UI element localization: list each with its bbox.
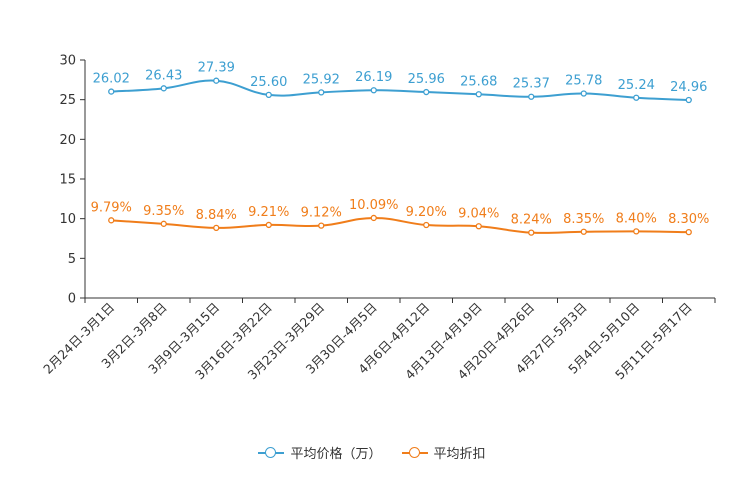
data-point [318,222,325,229]
data-point [528,229,535,236]
y-tick-label: 25 [59,93,76,108]
legend-label-price: 平均价格（万） [290,447,382,462]
data-point [108,217,115,224]
legend-line-circle-icon [401,446,428,460]
y-tick-label: 5 [68,252,76,267]
data-label: 25.78 [565,73,602,88]
data-point [160,85,167,92]
data-label: 10.09% [349,198,399,213]
data-label: 25.68 [460,74,497,89]
data-label: 25.96 [408,72,445,87]
data-point [265,91,272,99]
data-label: 8.24% [511,213,552,228]
data-point [370,87,377,94]
data-label: 24.96 [670,80,707,95]
legend-label-discount: 平均折扣 [433,447,486,462]
data-point [423,221,430,229]
legend-item-price[interactable]: 平均价格（万） [258,443,382,462]
data-label: 26.43 [145,68,182,83]
y-tick-label: 20 [59,133,76,148]
data-point [580,90,587,97]
series-line-0 [111,79,689,101]
data-point [475,223,482,230]
legend: 平均价格（万） 平均折扣 [0,443,744,462]
legend-line-circle-icon [258,446,285,460]
data-label: 9.12% [301,206,342,221]
data-point [213,77,220,84]
data-point [160,220,167,227]
data-point [685,229,692,236]
data-label: 9.35% [143,204,184,219]
y-tick-label: 0 [68,292,76,307]
data-label: 9.79% [91,200,132,215]
data-point [633,94,640,101]
data-point [475,91,482,98]
data-label: 25.37 [513,77,550,92]
data-label: 26.19 [355,70,392,85]
data-label: 25.92 [303,72,340,87]
data-label: 8.40% [616,211,657,226]
y-tick-label: 30 [59,54,76,69]
data-label: 9.20% [406,205,447,220]
data-label: 9.21% [248,205,289,220]
data-label: 8.30% [668,212,709,227]
data-label: 25.24 [618,78,655,93]
data-label: 8.35% [563,212,604,227]
data-label: 8.84% [196,208,237,223]
data-point [580,228,587,235]
data-point [318,89,325,96]
data-point [685,96,692,104]
data-point [633,228,640,235]
legend-item-discount[interactable]: 平均折扣 [401,443,486,462]
data-point [265,221,272,229]
data-point [423,88,430,96]
data-label: 9.04% [458,206,499,221]
series-line-1 [111,216,689,234]
data-point [108,88,115,95]
data-label: 26.02 [93,72,130,87]
data-point [528,93,535,100]
data-point [213,224,220,232]
y-tick-label: 10 [59,212,76,227]
data-label: 27.39 [198,61,235,76]
y-tick-label: 15 [59,173,76,188]
data-point [370,214,377,222]
data-label: 25.60 [250,75,287,90]
